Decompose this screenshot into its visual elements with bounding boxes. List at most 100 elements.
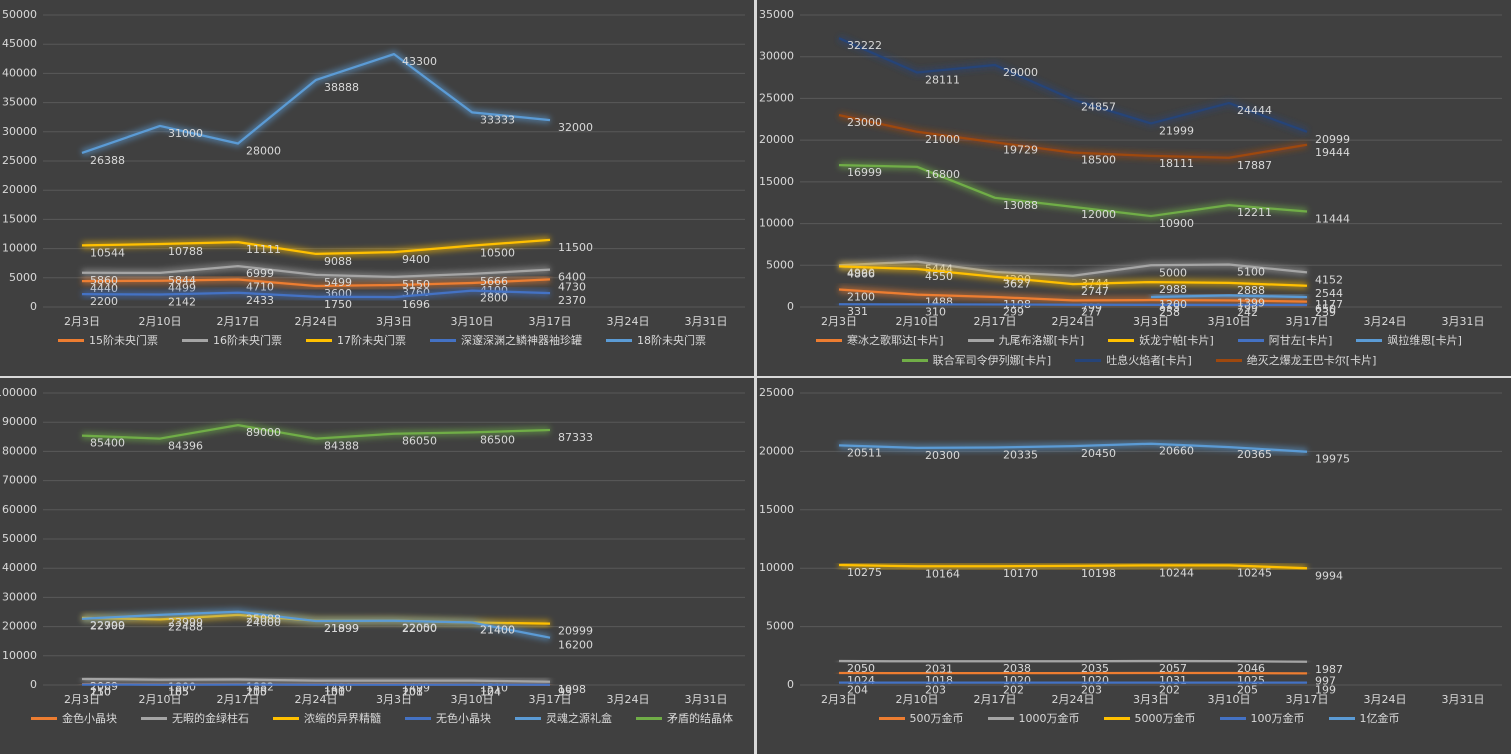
series-line bbox=[81, 289, 551, 299]
legend-label: 阿甘左[卡片] bbox=[1268, 334, 1333, 347]
legend-item: 15阶未央门票 bbox=[58, 332, 158, 348]
data-label: 85400 bbox=[90, 437, 125, 450]
y-tick-label: 10000 bbox=[2, 649, 37, 662]
legend-swatch bbox=[1219, 716, 1246, 720]
legend-label: 无暇的金绿柱石 bbox=[172, 712, 249, 725]
legend-item: 灵魂之源礼盒 bbox=[515, 710, 612, 726]
series-line bbox=[838, 37, 1308, 133]
legend-swatch bbox=[1328, 716, 1355, 720]
data-label: 21400 bbox=[480, 624, 515, 637]
y-tick-label: 15000 bbox=[759, 175, 794, 188]
data-label: 239 bbox=[1315, 306, 1336, 319]
data-label: 86050 bbox=[402, 435, 437, 448]
legend-swatch bbox=[58, 338, 84, 342]
data-label: 105 bbox=[168, 686, 189, 699]
legend-swatch bbox=[987, 716, 1014, 720]
x-tick-label: 2月17日 bbox=[974, 693, 1017, 706]
x-tick-label: 3月31日 bbox=[685, 315, 728, 328]
legend-item: 1000万金币 bbox=[987, 710, 1080, 726]
y-tick-label: 70000 bbox=[2, 474, 37, 487]
x-tick-label: 2月3日 bbox=[64, 693, 100, 706]
y-tick-label: 25000 bbox=[759, 91, 794, 104]
data-label: 10788 bbox=[168, 245, 203, 258]
y-tick-label: 35000 bbox=[2, 96, 37, 109]
legend-item: 联合军司令伊列娜[卡片] bbox=[901, 352, 1051, 368]
data-label: 32000 bbox=[558, 121, 593, 134]
data-label: 22700 bbox=[90, 620, 125, 633]
legend-swatch bbox=[306, 338, 332, 342]
data-label: 20365 bbox=[1237, 448, 1272, 461]
data-label: 100 bbox=[324, 686, 345, 699]
y-tick-label: 5000 bbox=[766, 620, 794, 633]
legend-swatch bbox=[1237, 338, 1264, 342]
data-label: 87333 bbox=[558, 431, 593, 444]
legend-item: 九尾布洛娜[卡片] bbox=[967, 332, 1085, 348]
y-tick-label: 0 bbox=[30, 678, 37, 691]
x-tick-label: 3月24日 bbox=[607, 693, 650, 706]
y-tick-label: 80000 bbox=[2, 444, 37, 457]
data-label: 20511 bbox=[847, 446, 882, 459]
series-line bbox=[838, 442, 1308, 453]
legend-label: 九尾布洛娜[卡片] bbox=[998, 334, 1085, 347]
legend-item: 无暇的金绿柱石 bbox=[141, 710, 249, 726]
data-label: 24444 bbox=[1237, 104, 1272, 117]
series-line bbox=[838, 164, 1308, 218]
series-line bbox=[81, 423, 551, 440]
legend-swatch bbox=[141, 716, 167, 720]
data-label: 11444 bbox=[1315, 213, 1350, 226]
data-label: 20335 bbox=[1003, 448, 1038, 461]
x-tick-label: 3月10日 bbox=[1208, 693, 1251, 706]
data-label: 32222 bbox=[847, 39, 882, 52]
data-label: 1399 bbox=[1237, 296, 1265, 309]
legend-swatch bbox=[1075, 358, 1102, 362]
data-label: 1177 bbox=[1315, 298, 1343, 311]
x-tick-label: 2月24日 bbox=[295, 315, 338, 328]
x-tick-label: 3月31日 bbox=[685, 693, 728, 706]
y-tick-label: 40000 bbox=[2, 66, 37, 79]
legend-swatch bbox=[878, 716, 905, 720]
x-tick-label: 3月3日 bbox=[376, 315, 412, 328]
data-label: 258 bbox=[1159, 306, 1180, 319]
y-tick-label: 30000 bbox=[759, 50, 794, 63]
line-glow bbox=[80, 50, 551, 157]
x-tick-label: 3月10日 bbox=[1208, 315, 1251, 328]
x-tick-label: 3月10日 bbox=[451, 693, 494, 706]
legend-swatch bbox=[1215, 358, 1242, 362]
y-tick-label: 30000 bbox=[2, 125, 37, 138]
data-label: 20999 bbox=[558, 625, 593, 638]
data-label: 38888 bbox=[324, 81, 359, 94]
data-label: 17887 bbox=[1237, 159, 1272, 172]
data-label: 242 bbox=[1237, 306, 1258, 319]
data-label: 84396 bbox=[168, 440, 203, 453]
legend-swatch bbox=[182, 338, 208, 342]
chart: 0 5000 10000 15000 20000 25000 30000 35000 2月3日 2… bbox=[759, 8, 1502, 328]
data-label: 5666 bbox=[480, 275, 508, 288]
series-line bbox=[1150, 294, 1308, 299]
x-tick-label: 2月17日 bbox=[974, 315, 1017, 328]
series-line bbox=[838, 288, 1308, 303]
data-label: 10275 bbox=[847, 566, 882, 579]
data-label: 10544 bbox=[90, 246, 125, 259]
y-tick-label: 25000 bbox=[759, 386, 794, 399]
data-label: 10900 bbox=[1159, 217, 1194, 230]
y-tick-label: 100000 bbox=[0, 386, 37, 399]
legend-item: 阿甘左[卡片] bbox=[1237, 332, 1333, 348]
legend-label: 深邃深渊之鳞神器袖珍罐 bbox=[461, 334, 582, 347]
legend-label: 寒冰之歌耶达[卡片] bbox=[847, 334, 944, 347]
series-line bbox=[81, 677, 551, 683]
x-tick-label: 3月24日 bbox=[607, 315, 650, 328]
y-tick-label: 20000 bbox=[2, 183, 37, 196]
legend-item: 深邃深渊之鳞神器袖珍罐 bbox=[430, 332, 582, 348]
series-line bbox=[838, 265, 1308, 287]
data-label: 5000 bbox=[1159, 266, 1187, 279]
data-label: 9400 bbox=[402, 253, 430, 266]
data-label: 4866 bbox=[847, 267, 875, 280]
data-label: 331 bbox=[847, 305, 868, 318]
data-label: 20660 bbox=[1159, 445, 1194, 458]
legend-swatch bbox=[606, 338, 632, 342]
data-label: 19444 bbox=[1315, 146, 1350, 159]
legend: 寒冰之歌耶达[卡片] 九尾布洛娜[卡片] 妖龙宁帕[卡片] 阿甘左[卡片] 飒拉维恩[卡… bbox=[777, 332, 1501, 368]
data-label: 104 bbox=[480, 686, 501, 699]
data-label: 2050 bbox=[847, 662, 875, 675]
